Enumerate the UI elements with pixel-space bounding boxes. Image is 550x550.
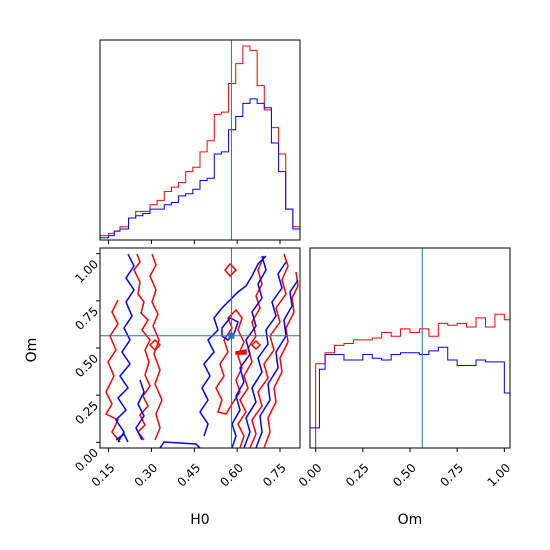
om-y-tick-label: 1.00 <box>72 257 101 286</box>
blue-contour-left <box>115 253 135 443</box>
h0-histogram-ticks <box>108 240 281 244</box>
om-x-tick-label: 0.75 <box>437 461 466 490</box>
blue-contour-right-1 <box>231 255 267 448</box>
blue-contour-small <box>115 432 129 443</box>
h0-histogram-series <box>100 45 300 240</box>
contour-lines <box>104 253 299 448</box>
om-x-ticks: 0.00 0.25 0.50 0.75 1.00 <box>296 448 513 489</box>
om-x-tick-label: 0.25 <box>343 461 372 490</box>
contour-frame <box>99 247 301 449</box>
h0-x-tick-label: 0.15 <box>89 461 118 490</box>
h0-x-tick-label: 0.30 <box>132 461 161 490</box>
om-y-ticks: 0.000.250.500.751.00 <box>72 253 101 474</box>
h0-histogram-panel <box>99 39 301 244</box>
h0-om-contour-panel: 0.15 0.30 0.45 0.60 0.75 0.000.250.500.751.0… <box>24 247 301 528</box>
h0-hist-blue <box>100 98 300 240</box>
blue-contour-left-2 <box>135 379 145 441</box>
h0-hist-red <box>100 45 300 240</box>
om-x-tick-label: 0.00 <box>296 461 325 490</box>
om-histogram-series <box>310 313 510 448</box>
red-contour-right-3 <box>263 271 299 448</box>
red-contour-left-outer <box>149 253 163 441</box>
red-contour-small-1 <box>148 338 162 352</box>
blue-contour-mid <box>199 255 267 437</box>
h0-x-tick-label: 0.60 <box>217 461 246 490</box>
om-hist-red <box>310 313 510 448</box>
om-axis-label: Om <box>24 338 40 363</box>
red-contour-blob <box>235 349 247 355</box>
om-histogram-panel: 0.00 0.25 0.50 0.75 1.00 Om <box>296 247 513 528</box>
h0-histogram-frame <box>99 39 301 241</box>
om-histogram-frame <box>309 247 511 449</box>
h0-x-tick-label: 0.45 <box>174 461 203 490</box>
om-y-tick-label: 0.50 <box>72 351 101 380</box>
blue-contour-bottom <box>159 441 201 448</box>
h0-x-tick-label: 0.75 <box>260 461 289 490</box>
red-contour-leftmost <box>104 299 121 443</box>
om-hist-blue <box>310 346 510 448</box>
red-contour-right-2 <box>249 253 289 448</box>
red-contour-small-3 <box>250 339 262 351</box>
om-hist-axis-label: Om <box>398 512 423 528</box>
red-contour-small-2 <box>224 262 238 278</box>
om-x-tick-label: 0.50 <box>390 461 419 490</box>
om-y-tick-label: 0.25 <box>72 398 101 427</box>
red-contour-inner <box>215 308 245 415</box>
truth-marker <box>228 332 235 339</box>
om-x-tick-label: 1.00 <box>484 461 513 490</box>
blue-contour-right-3 <box>255 279 299 448</box>
red-contour-left <box>133 253 151 441</box>
h0-axis-label: H0 <box>190 512 209 528</box>
om-y-tick-label: 0.75 <box>72 304 101 333</box>
h0-x-ticks: 0.15 0.30 0.45 0.60 0.75 <box>89 448 289 489</box>
blue-contour-right-2 <box>243 261 287 448</box>
